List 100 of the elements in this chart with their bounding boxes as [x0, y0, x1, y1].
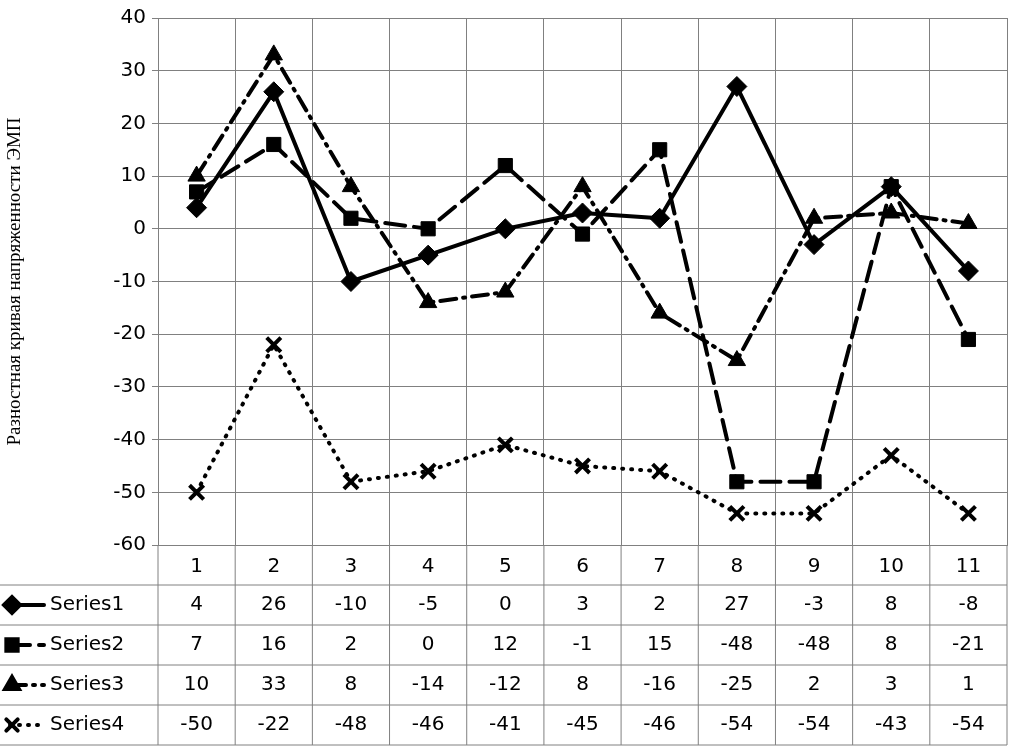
y-tick-label: 40 [120, 4, 146, 29]
data-label: -45 [566, 711, 599, 736]
data-label: 2 [344, 631, 358, 656]
data-label: 7 [190, 631, 203, 656]
data-label: -54 [720, 711, 754, 736]
data-label: 12 [492, 631, 519, 656]
data-label: 0 [421, 631, 435, 656]
data-label: 8 [576, 671, 589, 696]
point [496, 435, 515, 454]
y-tick-label: -20 [113, 320, 146, 345]
y-tick-label: -10 [113, 267, 146, 292]
y-tick-label: 20 [120, 109, 146, 134]
y-tick-label: -40 [113, 425, 146, 450]
point [803, 234, 825, 256]
point [572, 202, 593, 224]
data-label: -43 [874, 711, 908, 736]
y-tick-label: 10 [120, 162, 146, 187]
point [189, 184, 205, 200]
point [650, 462, 669, 481]
x-tick-label: 3 [344, 553, 358, 578]
point [340, 271, 362, 292]
x-tick-label: 1 [190, 553, 203, 578]
point [343, 210, 359, 226]
point [263, 81, 285, 103]
data-label: -50 [180, 711, 213, 736]
point [959, 504, 978, 523]
data-label: 16 [261, 631, 287, 656]
point [187, 483, 206, 502]
legend-label: Series3 [50, 671, 125, 696]
legend-label: Series1 [50, 591, 125, 616]
data-label: -22 [257, 711, 291, 736]
y-axis-title: Разностная кривая напряженности ЭМП [3, 117, 25, 446]
x-tick-label: 4 [421, 553, 435, 578]
data-label: 0 [498, 591, 512, 616]
y-tick-label: -30 [113, 373, 146, 398]
data-label: 2 [653, 591, 667, 616]
point [726, 76, 748, 98]
y-tick-label: 30 [120, 56, 146, 81]
data-label: -48 [334, 711, 368, 736]
data-label: -41 [488, 711, 522, 736]
point [574, 226, 591, 242]
data-label: -54 [952, 711, 985, 736]
point [806, 474, 822, 490]
data-label: -54 [797, 711, 831, 736]
point [652, 142, 668, 158]
data-label: -3 [804, 591, 825, 616]
data-label: 8 [884, 591, 898, 616]
data-label: -5 [418, 591, 439, 616]
data-label: -21 [952, 631, 985, 656]
data-label: -14 [411, 671, 445, 696]
point [649, 207, 671, 229]
x-tick-label: 7 [653, 553, 667, 578]
data-label: -25 [720, 671, 754, 696]
data-label: -46 [643, 711, 677, 736]
point [804, 504, 824, 523]
data-label: 26 [261, 591, 287, 616]
x-tick-label: 5 [498, 553, 512, 578]
data-label: -46 [411, 711, 445, 736]
data-label: 4 [190, 591, 203, 616]
point [186, 197, 208, 219]
data-label: 8 [884, 631, 898, 656]
point [494, 218, 516, 240]
point [882, 446, 901, 465]
point [573, 456, 592, 476]
data-label: 27 [724, 591, 750, 616]
point [727, 504, 746, 523]
data-label: -1 [572, 631, 593, 656]
point [417, 244, 439, 266]
x-tick-label: 11 [955, 553, 982, 578]
data-label: 8 [344, 671, 358, 696]
data-label: 3 [576, 591, 589, 616]
data-label: 15 [646, 631, 673, 656]
legend-label: Series4 [50, 711, 125, 736]
y-tick-label: -60 [113, 531, 146, 556]
data-label: -48 [797, 631, 831, 656]
data-label: -8 [958, 591, 979, 616]
point [419, 462, 438, 481]
data-label: 2 [807, 671, 821, 696]
data-label: 3 [884, 671, 898, 696]
y-tick-label: -50 [113, 478, 146, 503]
data-label: -10 [334, 591, 368, 616]
point [264, 335, 283, 354]
x-tick-label: 6 [576, 553, 589, 578]
point [497, 157, 513, 174]
data-label: 33 [261, 671, 287, 696]
x-tick-label: 9 [807, 553, 821, 578]
data-label: -12 [488, 671, 522, 696]
data-label: 10 [183, 671, 210, 696]
data-label: -16 [643, 671, 677, 696]
point [960, 331, 976, 348]
data-label: 1 [962, 671, 975, 696]
x-tick-label: 10 [878, 553, 904, 578]
point [729, 474, 745, 490]
legend-label: Series2 [50, 631, 125, 656]
data-label: -48 [720, 631, 754, 656]
point [420, 221, 436, 237]
point [957, 260, 979, 282]
x-tick-label: 8 [730, 553, 744, 578]
y-tick-label: 0 [133, 215, 146, 239]
point [341, 472, 361, 491]
